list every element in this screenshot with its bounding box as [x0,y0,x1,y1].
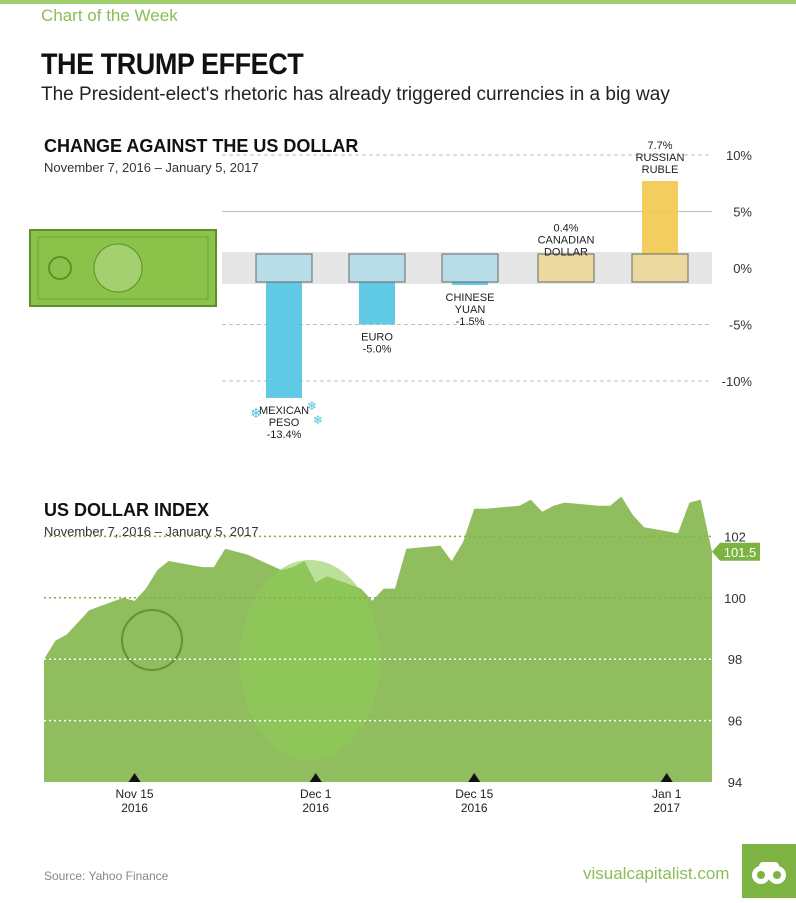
bar-chart-title: CHANGE AGAINST THE US DOLLAR [44,136,359,156]
y-tick-label: -10% [722,374,753,389]
category-label: CHINESE [446,292,495,304]
top-accent-line [0,0,796,4]
y-tick-label: 96 [728,714,742,729]
category-label: CANADIAN [538,234,595,246]
banknote-icon [348,253,406,283]
snowflake-icon: ❄ [307,399,317,413]
source-note: Source: Yahoo Finance [44,869,169,883]
bar-russian-ruble [642,180,678,268]
category-label: PESO [269,417,300,429]
index-chart-title: US DOLLAR INDEX [44,500,210,520]
category-label: RUSSIAN [636,152,685,164]
x-tick-marker [309,773,322,782]
value-label: -1.5% [456,316,485,328]
category-label: RUBLE [642,164,679,176]
x-tick-label: 2016 [121,801,148,815]
value-label: 7.7% [647,140,672,152]
y-tick-label: -5% [729,318,753,333]
seal-icon [121,609,183,671]
binoculars-icon [752,862,786,884]
category-label: YUAN [455,304,486,316]
brand-logo [742,844,796,898]
x-tick-label: Jan 1 [652,787,682,801]
x-tick-marker [660,773,673,782]
category-label: DOLLAR [544,246,588,258]
y-tick-label: 0% [733,261,752,276]
portrait-icon [93,243,143,293]
x-tick-marker [128,773,141,782]
x-tick-label: 2016 [461,801,488,815]
category-label: EURO [361,332,393,344]
page-subtitle: The President-elect's rhetoric has alrea… [41,84,670,105]
snowflake-icon: ❄ [313,413,323,427]
x-tick-label: Dec 15 [455,787,493,801]
y-tick-label: 102 [724,529,746,544]
banknote-icon [255,253,313,283]
banknote-icon [631,253,689,283]
x-tick-label: Dec 1 [300,787,332,801]
snowflake-icon: ❄ [250,405,262,421]
bar-chart-subtitle: November 7, 2016 – January 5, 2017 [44,160,259,175]
y-tick-label: 94 [728,775,742,790]
bar-mexican-peso [266,268,302,398]
banknote-icon [537,253,595,283]
dollar-bill-illustration [29,229,217,307]
brand-link[interactable]: visualcapitalist.com [583,864,730,883]
page-title: THE TRUMP EFFECT [41,48,304,81]
x-tick-label: 2017 [653,801,680,815]
category-label: MEXICAN [259,405,309,417]
portrait-icon [240,560,380,760]
y-tick-label: 98 [728,652,742,667]
y-tick-label: 100 [724,591,746,606]
series-label: Chart of the Week [41,6,178,25]
index-chart-subtitle: November 7, 2016 – January 5, 2017 [44,524,259,539]
x-tick-label: Nov 15 [116,787,154,801]
y-tick-label: 10% [726,148,752,163]
last-value-label: 101.5 [724,545,757,560]
x-tick-label: 2016 [302,801,329,815]
x-tick-marker [468,773,481,782]
value-label: -13.4% [267,429,302,441]
value-label: 0.4% [553,222,578,234]
y-tick-label: 5% [733,205,752,220]
banknote-icon [441,253,499,283]
last-value-tag [712,542,760,561]
value-label: -5.0% [363,344,392,356]
